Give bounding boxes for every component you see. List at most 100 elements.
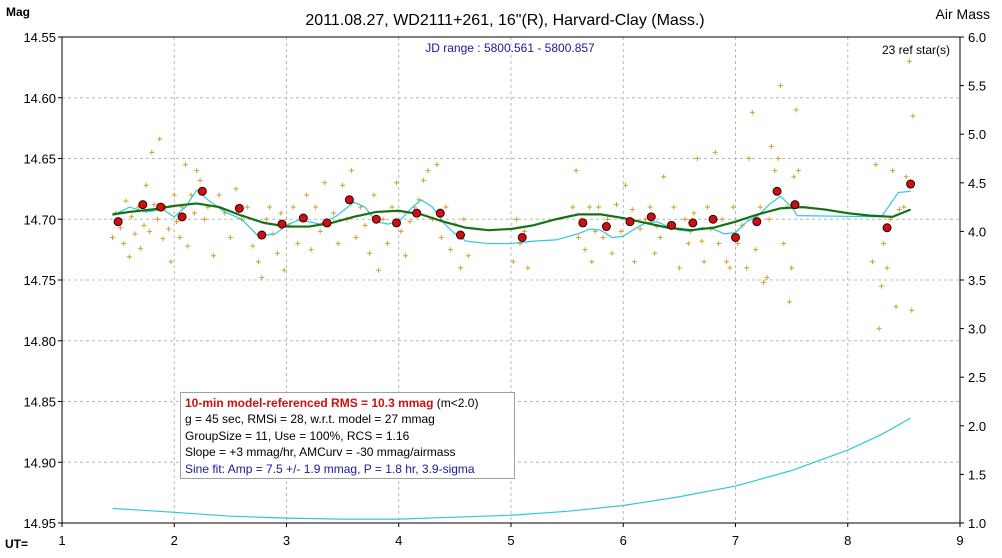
raw-point — [764, 275, 770, 281]
raw-point — [727, 265, 733, 271]
x-tick-label: 3 — [283, 533, 290, 548]
raw-point — [402, 253, 408, 259]
raw-point — [573, 168, 579, 174]
raw-point — [250, 243, 256, 249]
smoothed-curve — [112, 189, 911, 245]
raw-point — [757, 204, 763, 210]
raw-point — [216, 192, 222, 198]
y-tick-label: 14.55 — [23, 30, 56, 45]
series-lines — [112, 189, 912, 520]
raw-point — [151, 202, 157, 208]
raw-point — [132, 231, 138, 237]
raw-point — [263, 216, 269, 222]
raw-point — [295, 241, 301, 247]
y-tick-label: 14.85 — [23, 395, 56, 410]
raw-point — [735, 241, 741, 247]
raw-point — [389, 204, 395, 210]
binned-point — [752, 217, 762, 227]
raw-point — [290, 204, 296, 210]
raw-point — [637, 226, 643, 232]
stats-line-rms: 10-min model-referenced RMS = 10.3 mmag … — [185, 395, 510, 411]
raw-point — [129, 214, 135, 220]
raw-point — [143, 182, 149, 188]
raw-point — [211, 253, 217, 259]
raw-point — [772, 168, 778, 174]
raw-point — [694, 156, 700, 161]
raw-point — [712, 149, 718, 155]
y2-tick-label: 3.5 — [968, 273, 986, 288]
airmass-curve — [112, 417, 911, 520]
binned-point — [197, 186, 207, 196]
raw-point — [896, 207, 902, 213]
raw-point — [425, 168, 431, 174]
y-tick-label: 14.70 — [23, 212, 56, 227]
raw-point — [793, 107, 799, 113]
binned-point — [906, 179, 916, 189]
raw-point — [766, 216, 772, 222]
binned-point — [156, 202, 166, 212]
y2-axis-label: Air Mass — [936, 6, 990, 22]
binned-point — [517, 232, 527, 242]
raw-point — [157, 136, 163, 142]
raw-point — [117, 225, 123, 231]
raw-point — [618, 228, 624, 234]
binned-points — [113, 179, 916, 242]
binned-point — [371, 214, 381, 224]
raw-point — [768, 143, 774, 149]
raw-point — [789, 265, 795, 271]
binned-point — [455, 230, 465, 240]
binned-point — [113, 217, 123, 227]
raw-point — [906, 58, 912, 64]
raw-point — [587, 204, 593, 210]
raw-point — [353, 234, 359, 240]
binned-point — [882, 223, 892, 233]
raw-point — [746, 156, 752, 161]
raw-point — [255, 259, 261, 265]
raw-point — [457, 265, 463, 271]
raw-point — [643, 216, 649, 222]
raw-point — [685, 241, 691, 247]
raw-point — [138, 245, 144, 251]
raw-point — [171, 192, 177, 198]
raw-point — [791, 174, 797, 180]
raw-point — [575, 234, 581, 240]
raw-point — [777, 83, 783, 89]
binned-point — [667, 220, 677, 230]
raw-point — [398, 228, 404, 234]
raw-point — [910, 113, 916, 119]
binned-point — [257, 230, 267, 240]
raw-point — [521, 228, 527, 234]
raw-point — [335, 241, 341, 247]
raw-point — [605, 216, 611, 222]
raw-point — [177, 234, 183, 240]
raw-point — [438, 234, 444, 240]
raw-point — [188, 192, 194, 198]
y2-tick-label: 6.0 — [968, 30, 986, 45]
y2-tick-label: 4.5 — [968, 176, 986, 191]
raw-point — [582, 247, 588, 253]
binned-point — [708, 214, 718, 224]
raw-point — [182, 162, 188, 168]
raw-point — [657, 234, 663, 240]
y-axis-label: Mag — [6, 5, 30, 19]
raw-point — [443, 204, 449, 210]
raw-point — [278, 210, 284, 216]
grid-lines — [62, 37, 960, 523]
raw-point — [121, 241, 127, 247]
raw-point — [380, 216, 386, 222]
raw-point — [313, 204, 319, 210]
binned-point — [578, 218, 588, 228]
raw-point — [786, 299, 792, 305]
raw-point — [517, 241, 523, 247]
raw-point — [589, 259, 595, 265]
raw-point — [622, 182, 628, 188]
binned-point — [177, 212, 187, 222]
x-axis-label: UT= — [5, 537, 28, 551]
stats-line-sine-fit: Sine fit: Amp = 7.5 +/- 1.9 mmag, P = 1.… — [185, 461, 475, 476]
raw-point — [394, 180, 400, 186]
raw-point — [349, 168, 355, 174]
raw-point — [141, 222, 147, 228]
raw-point — [461, 216, 467, 222]
raw-point — [631, 259, 637, 265]
